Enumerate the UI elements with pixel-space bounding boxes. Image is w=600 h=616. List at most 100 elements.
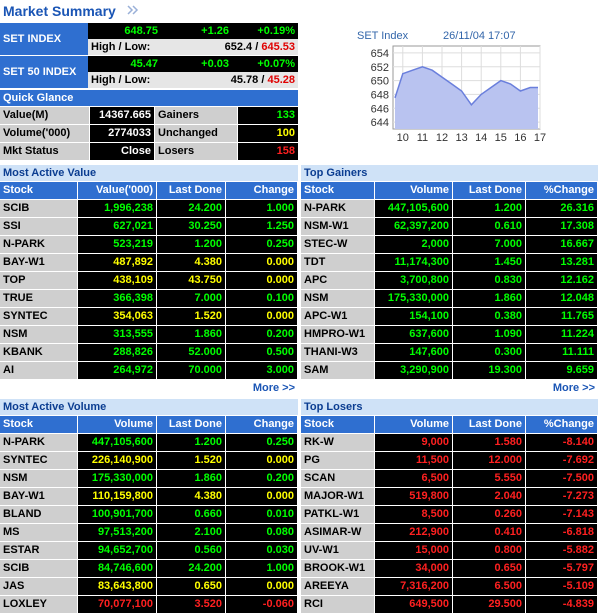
table-value: 637,600 <box>375 326 452 343</box>
table-value: 2.040 <box>453 488 525 505</box>
table-value: 0.010 <box>226 506 297 523</box>
table-value: 17.308 <box>526 218 597 235</box>
glance-label: Gainers <box>155 107 237 124</box>
glance-label: Mkt Status <box>0 143 89 160</box>
glance-value: Close <box>90 143 154 160</box>
table-value: 1.860 <box>157 470 225 487</box>
column-header: Last Done <box>157 182 225 199</box>
x-tick-label: 13 <box>455 132 467 144</box>
table-value: 11,500 <box>375 452 452 469</box>
table-value: 52.000 <box>157 344 225 361</box>
stock-name: PG <box>301 452 374 469</box>
table-value: -7.143 <box>526 506 597 523</box>
table-value: 0.650 <box>453 560 525 577</box>
stock-name: SCIB <box>0 200 77 217</box>
table-title: Top Gainers <box>301 165 598 181</box>
table-value: 1.580 <box>453 434 525 451</box>
table-value: 0.410 <box>453 524 525 541</box>
table-value: 212,900 <box>375 524 452 541</box>
glance-value: 14367.665 <box>90 107 154 124</box>
table-value: 154,100 <box>375 308 452 325</box>
y-tick-label: 644 <box>371 117 389 129</box>
table-value: 24.200 <box>157 560 225 577</box>
table-value: 0.380 <box>453 308 525 325</box>
index-pct: +0.07% <box>232 56 298 72</box>
low-value: 645.53 <box>261 41 295 53</box>
high-value: 45.78 <box>230 74 259 86</box>
more-link[interactable]: More >> <box>0 380 298 396</box>
stock-name: NSM <box>0 326 77 343</box>
stock-name: THANI-W3 <box>301 344 374 361</box>
high-low-separator: / <box>261 74 265 86</box>
stock-name: SSI <box>0 218 77 235</box>
stock-name: N-PARK <box>301 200 374 217</box>
more-link[interactable]: More >> <box>301 380 598 396</box>
stock-name: N-PARK <box>0 434 77 451</box>
table-value: 264,972 <box>78 362 156 379</box>
column-header: Stock <box>301 182 374 199</box>
table-value: 3,700,800 <box>375 272 452 289</box>
glance-count: 158 <box>238 143 298 160</box>
table-value: 12.000 <box>453 452 525 469</box>
table-value: 9,000 <box>375 434 452 451</box>
table-value: 0.200 <box>226 470 297 487</box>
glance-count: 100 <box>238 125 298 142</box>
glance-label: Volume('000) <box>0 125 89 142</box>
table-value: 447,105,600 <box>375 200 452 217</box>
index-change: +1.26 <box>161 23 232 39</box>
table-value: 0.560 <box>157 542 225 559</box>
table-title: Most Active Value <box>0 165 298 181</box>
index-pct: +0.19% <box>232 23 298 39</box>
table-value: 7.000 <box>453 236 525 253</box>
column-header: Last Done <box>157 416 225 433</box>
table-value: 1.000 <box>226 560 297 577</box>
table-value: 13.281 <box>526 254 597 271</box>
y-tick-label: 652 <box>371 62 389 74</box>
column-header: Stock <box>301 416 374 433</box>
stock-name: UV-W1 <box>301 542 374 559</box>
table-value: -7.273 <box>526 488 597 505</box>
table-value: 0.250 <box>226 434 297 451</box>
table-value: 0.660 <box>157 506 225 523</box>
index-last: 648.75 <box>88 23 161 39</box>
column-header: Change <box>226 416 297 433</box>
table-value: -7.692 <box>526 452 597 469</box>
table-value: 0.830 <box>453 272 525 289</box>
table-value: 4.380 <box>157 488 225 505</box>
chart-timestamp: 26/11/04 17:07 <box>443 30 516 42</box>
low-value: 45.28 <box>267 74 295 86</box>
table-value: 97,513,200 <box>78 524 156 541</box>
table-value: 29.500 <box>453 596 525 613</box>
stock-name: NSM-W1 <box>301 218 374 235</box>
table-value: 0.610 <box>453 218 525 235</box>
stock-name: N-PARK <box>0 236 77 253</box>
stock-name: MS <box>0 524 77 541</box>
table-value: 70.000 <box>157 362 225 379</box>
table-value: 1.860 <box>453 290 525 307</box>
table-value: 175,330,000 <box>375 290 452 307</box>
x-tick-label: 16 <box>514 132 526 144</box>
table-value: 43.750 <box>157 272 225 289</box>
high-low-separator: / <box>255 41 259 53</box>
table-value: 0.000 <box>226 308 297 325</box>
stock-name: MAJOR-W1 <box>301 488 374 505</box>
table-value: 11.224 <box>526 326 597 343</box>
stock-name: JAS <box>0 578 77 595</box>
stock-name: ESTAR <box>0 542 77 559</box>
table-value: 288,826 <box>78 344 156 361</box>
table-value: 226,140,900 <box>78 452 156 469</box>
table-value: 6,500 <box>375 470 452 487</box>
table-value: 3.520 <box>157 596 225 613</box>
table-value: 487,892 <box>78 254 156 271</box>
table-value: 3,290,900 <box>375 362 452 379</box>
table-value: 1,996,238 <box>78 200 156 217</box>
table-value: 147,600 <box>375 344 452 361</box>
high-low-label: High / Low: <box>88 72 168 88</box>
table-value: 523,219 <box>78 236 156 253</box>
table-value: 0.000 <box>226 452 297 469</box>
stock-name: SAM <box>301 362 374 379</box>
stock-name: RCI <box>301 596 374 613</box>
table-value: 627,021 <box>78 218 156 235</box>
table-value: 0.000 <box>226 488 297 505</box>
stock-name: BAY-W1 <box>0 254 77 271</box>
